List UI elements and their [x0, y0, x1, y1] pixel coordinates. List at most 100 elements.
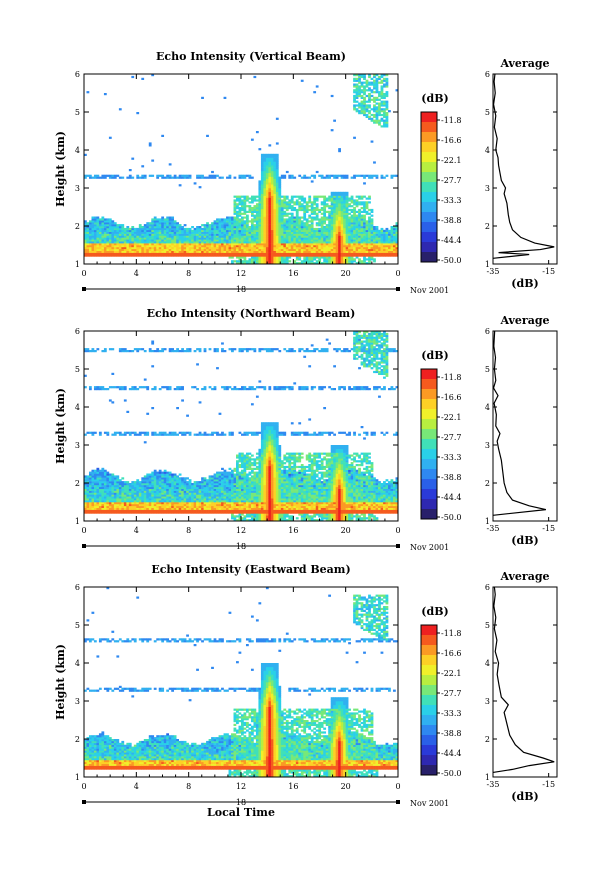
colorbar-swatch	[421, 152, 437, 163]
profile-y-tick-label: 6	[485, 583, 490, 592]
colorbar-swatch	[421, 429, 437, 440]
x-tick-label: 16	[288, 526, 298, 535]
colorbar-tick-label: -11.8	[441, 629, 462, 638]
x-tick-label: 0	[395, 526, 400, 535]
x-tick-label: 8	[186, 269, 191, 278]
colorbar-tick-label: -50.0	[441, 769, 462, 778]
profile-x-axis-label: (dB)	[511, 534, 538, 547]
x-tick-label: 4	[134, 269, 139, 278]
panel-3: Echo Intensity (Eastward Beam)0 4 8 12 16 20 0…	[54, 563, 558, 819]
profile-x-tick-label: -15	[542, 780, 555, 789]
day-bar-start	[82, 287, 86, 291]
profile-x-tick-label: -15	[542, 267, 555, 276]
colorbar-swatch	[421, 419, 437, 430]
y-tick-label: 2	[75, 222, 80, 231]
colorbar-tick-label: -50.0	[441, 513, 462, 522]
profile-y-tick-label: 2	[485, 735, 490, 744]
colorbar-frame	[420, 368, 438, 520]
profile-x-axis-label: (dB)	[511, 277, 538, 290]
profile-y-tick-label: 3	[485, 441, 490, 450]
panel-title: Echo Intensity (Eastward Beam)	[151, 563, 350, 576]
colorbar-tick-label: -22.1	[441, 413, 462, 422]
x-tick-label: 12	[236, 269, 246, 278]
date-label: Nov 2001	[410, 543, 449, 552]
profile-y-tick-label: 4	[485, 659, 490, 668]
colorbar-swatch	[421, 232, 437, 243]
colorbar-tick-label: -11.8	[441, 373, 462, 382]
colorbar-tick-label: -33.3	[441, 709, 462, 718]
colorbar-swatch	[421, 745, 437, 756]
y-tick-label: 1	[75, 260, 80, 269]
colorbar-swatch	[421, 509, 437, 520]
x-tick-label: 4	[134, 782, 139, 791]
colorbar-swatch	[421, 172, 437, 183]
colorbar-swatch	[421, 715, 437, 726]
x-tick-label: 20	[341, 526, 351, 535]
colorbar-swatch	[421, 192, 437, 203]
profile-y-tick-label: 4	[485, 146, 490, 155]
colorbar-swatch	[421, 735, 437, 746]
x-tick-label: 0	[395, 782, 400, 791]
date-label: Nov 2001	[410, 286, 449, 295]
profile-y-tick-label: 5	[485, 365, 490, 374]
colorbar-swatch	[421, 725, 437, 736]
profile-y-tick-label: 1	[485, 773, 490, 782]
colorbar-tick-label: -33.3	[441, 453, 462, 462]
y-tick-label: 5	[75, 365, 80, 374]
date-label: Nov 2001	[410, 799, 449, 808]
x-tick-label: 8	[186, 526, 191, 535]
colorbar-swatch	[421, 252, 437, 263]
profile-y-tick-label: 6	[485, 327, 490, 336]
profile-y-tick-label: 2	[485, 479, 490, 488]
panel-title: Echo Intensity (Vertical Beam)	[156, 50, 346, 63]
colorbar-tick-label: -27.7	[441, 689, 462, 698]
colorbar-tick-label: -44.4	[441, 236, 462, 245]
y-tick-label: 2	[75, 479, 80, 488]
profile-y-tick-label: 3	[485, 697, 490, 706]
colorbar-frame	[420, 111, 438, 263]
colorbar-swatch	[421, 645, 437, 656]
x-tick-label: 12	[236, 782, 246, 791]
x-tick-label: 16	[288, 269, 298, 278]
day-label: 18	[236, 542, 246, 551]
colorbar-swatch	[421, 469, 437, 480]
profile-y-tick-label: 5	[485, 108, 490, 117]
colorbar-swatch	[421, 439, 437, 450]
y-tick-label: 1	[75, 517, 80, 526]
profile-series-line	[492, 330, 547, 516]
day-label: 18	[236, 285, 246, 294]
colorbar-unit: (dB)	[421, 349, 448, 362]
y-tick-label: 6	[75, 583, 80, 592]
colorbar-swatch	[421, 379, 437, 390]
colorbar-tick-label: -38.8	[441, 473, 462, 482]
colorbar-swatch	[421, 409, 437, 420]
colorbar-swatch	[421, 399, 437, 410]
heatmap-image	[84, 74, 399, 265]
x-axis-label: Local Time	[207, 806, 275, 819]
y-tick-label: 5	[75, 108, 80, 117]
profile-y-tick-label: 6	[485, 70, 490, 79]
x-tick-label: 20	[341, 782, 351, 791]
colorbar-swatch	[421, 635, 437, 646]
y-tick-label: 6	[75, 70, 80, 79]
colorbar-tick-label: -44.4	[441, 749, 462, 758]
profile-frame	[492, 330, 558, 522]
colorbar-swatch	[421, 459, 437, 470]
colorbar-swatch	[421, 625, 437, 636]
colorbar-frame	[420, 624, 438, 776]
profile-x-axis-label: (dB)	[511, 790, 538, 803]
panel-title: Echo Intensity (Northward Beam)	[147, 307, 356, 320]
panel-2: Echo Intensity (Northward Beam)0 4 8 12 16 20…	[54, 307, 558, 552]
y-tick-label: 3	[75, 441, 80, 450]
colorbar-unit: (dB)	[421, 92, 448, 105]
colorbar-tick-label: -27.7	[441, 176, 462, 185]
profile-y-tick-label: 3	[485, 184, 490, 193]
colorbar-tick-label: -16.6	[441, 393, 462, 402]
profile-x-tick-label: -35	[487, 780, 500, 789]
colorbar-tick-label: -11.8	[441, 116, 462, 125]
profile-x-tick-label: -35	[487, 524, 500, 533]
colorbar-tick-label: -38.8	[441, 729, 462, 738]
colorbar-swatch	[421, 705, 437, 716]
heatmap-image	[84, 331, 399, 522]
y-tick-label: 3	[75, 184, 80, 193]
